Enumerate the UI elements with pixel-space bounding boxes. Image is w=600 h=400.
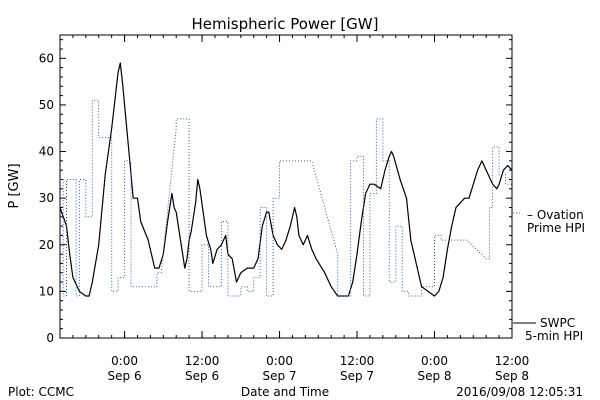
series-layer bbox=[59, 62, 513, 297]
x-tick-label-time: 0:00 bbox=[421, 354, 448, 368]
x-tick-label-time: 12:00 bbox=[495, 354, 530, 368]
y-tick-label: 60 bbox=[39, 51, 54, 65]
x-tick-label-date: Sep 8 bbox=[495, 369, 529, 383]
x-tick-label-date: Sep 8 bbox=[417, 369, 451, 383]
plot-timestamp: 2016/09/08 12:05:31 bbox=[456, 385, 583, 399]
legend-swpc-line1: SWPC bbox=[540, 316, 575, 330]
legend-swpc-line2: 5-min HPI bbox=[525, 329, 583, 343]
y-tick-label: 20 bbox=[39, 238, 54, 252]
x-tick-label-date: Sep 6 bbox=[185, 369, 219, 383]
x-tick-label-date: Sep 7 bbox=[263, 369, 297, 383]
x-tick-label-time: 12:00 bbox=[185, 354, 220, 368]
x-tick-label-time: 0:00 bbox=[111, 354, 138, 368]
x-axis-label: Date and Time bbox=[241, 385, 329, 399]
chart-title: Hemispheric Power [GW] bbox=[192, 15, 379, 33]
x-tick-label-date: Sep 6 bbox=[108, 369, 142, 383]
legend-ovation-line1: – Ovation bbox=[527, 208, 584, 222]
y-tick-label: 10 bbox=[39, 284, 54, 298]
plot-frame bbox=[59, 34, 513, 339]
x-tick-label-time: 12:00 bbox=[340, 354, 375, 368]
series-swpc-hpi-line bbox=[59, 62, 513, 297]
y-axis-label: P [GW] bbox=[7, 163, 22, 208]
x-tick-label-date: Sep 7 bbox=[340, 369, 374, 383]
x-tick-label-time: 0:00 bbox=[266, 354, 293, 368]
y-tick-label: 40 bbox=[39, 145, 54, 159]
y-tick-label: 50 bbox=[39, 98, 54, 112]
y-tick-label: 30 bbox=[39, 191, 54, 205]
y-tick-label: 0 bbox=[46, 331, 54, 345]
plot-credit: Plot: CCMC bbox=[8, 385, 74, 399]
legend-ovation-line2: Prime HPI bbox=[527, 221, 585, 235]
